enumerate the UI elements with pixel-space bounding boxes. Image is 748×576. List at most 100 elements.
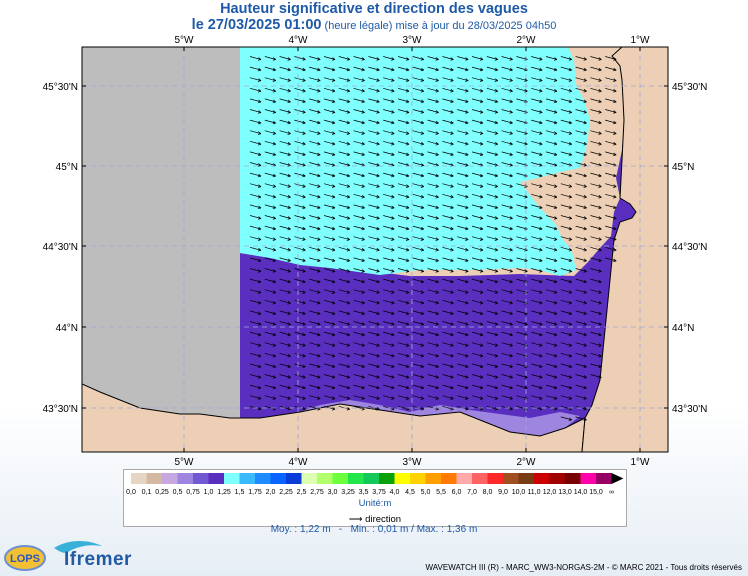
- direction-arrow: [531, 321, 543, 326]
- direction-arrow: [560, 257, 573, 263]
- direction-arrow: [560, 140, 573, 146]
- direction-arrow: [486, 374, 499, 379]
- direction-arrow: [279, 77, 291, 82]
- direction-arrow: [368, 352, 380, 358]
- direction-arrow: [575, 321, 587, 326]
- direction-arrow: [249, 98, 262, 104]
- direction-arrow: [294, 299, 306, 305]
- color-legend: 0,0 0,1 0,25 0,5 0,75 1,0 1,25 1,5 1,75 2,0 2,25 2,…: [123, 469, 627, 527]
- direction-arrow: [338, 130, 351, 135]
- land-south: [82, 383, 586, 452]
- color-scale-cell: [286, 473, 302, 484]
- direction-arrow: [353, 119, 365, 125]
- direction-arrow: [264, 278, 277, 284]
- direction-arrow: [353, 299, 365, 305]
- direction-arrow: [383, 98, 395, 104]
- color-scale-value: ∞: [609, 489, 614, 496]
- direction-arrow: [531, 257, 543, 263]
- longitude-label: 5°W: [175, 457, 195, 468]
- direction-arrow: [560, 384, 573, 390]
- direction-arrow: [279, 268, 291, 273]
- direction-arrow: [383, 395, 395, 400]
- direction-arrow: [590, 87, 602, 93]
- direction-arrow: [486, 56, 499, 61]
- direction-arrow: [560, 119, 573, 125]
- direction-arrow: [264, 183, 277, 188]
- lops-logo-text: LOPS: [10, 553, 40, 565]
- direction-arrow: [412, 204, 425, 210]
- direction-arrow: [368, 183, 380, 188]
- lops-logo: LOPS: [4, 545, 46, 571]
- direction-arrow: [249, 246, 262, 252]
- direction-arrow: [590, 236, 602, 241]
- direction-arrow: [486, 363, 499, 369]
- direction-arrow: [457, 342, 469, 347]
- direction-arrow: [383, 278, 395, 284]
- color-scale-value: 7,0: [467, 489, 477, 496]
- direction-arrow: [249, 77, 262, 82]
- direction-arrow: [605, 246, 617, 252]
- direction-arrow: [294, 310, 306, 316]
- direction-arrow: [560, 109, 573, 114]
- update-note: (heure légale) mise à jour du 28/03/2025…: [324, 20, 557, 32]
- direction-arrow: [457, 109, 469, 114]
- direction-arrow: [353, 331, 365, 337]
- direction-arrow: [471, 278, 484, 284]
- direction-arrow: [412, 87, 425, 93]
- direction-arrow: [368, 87, 380, 93]
- direction-arrow: [575, 87, 587, 93]
- direction-arrow: [457, 236, 469, 241]
- direction-arrow: [279, 204, 291, 210]
- latitude-labels-right: 45°30'N 45°N 44°30'N 44°N 43°30'N: [664, 82, 707, 415]
- direction-arrow: [249, 215, 262, 220]
- direction-arrow: [323, 119, 336, 125]
- direction-arrow: [279, 236, 291, 241]
- direction-arrow: [249, 278, 262, 284]
- direction-arrow: [545, 77, 558, 82]
- direction-arrow: [560, 98, 573, 104]
- direction-arrow: [457, 384, 469, 390]
- direction-arrow: [471, 310, 484, 316]
- color-scale-cell: [193, 473, 209, 484]
- direction-arrow: [294, 215, 306, 220]
- direction-arrow: [279, 130, 291, 135]
- direction-arrow: [279, 278, 291, 284]
- direction-arrow: [323, 130, 336, 135]
- direction-arrow: [545, 56, 558, 61]
- direction-arrow: [575, 310, 587, 316]
- wave-band-1-25-1-5: [240, 47, 590, 276]
- color-scale-cell: [317, 473, 333, 484]
- direction-arrow: [531, 98, 543, 104]
- direction-arrow: [427, 151, 439, 157]
- direction-arrow: [279, 342, 291, 347]
- direction-arrow: [471, 204, 484, 210]
- direction-arrow: [457, 183, 469, 188]
- direction-arrow: [383, 257, 395, 263]
- direction-arrow: [294, 268, 306, 273]
- direction-arrow: [575, 183, 587, 188]
- direction-arrow: [383, 363, 395, 369]
- direction-arrow: [501, 87, 513, 93]
- direction-arrow: [471, 172, 484, 178]
- direction-arrow: [575, 109, 587, 114]
- direction-arrow: [560, 374, 573, 379]
- direction-arrow: [383, 183, 395, 188]
- direction-arrow: [531, 374, 543, 379]
- direction-arrow: [605, 151, 617, 157]
- direction-arrow: [457, 363, 469, 369]
- direction-arrow: [383, 384, 395, 390]
- direction-arrow: [605, 66, 617, 72]
- direction-arrow: [531, 77, 543, 82]
- direction-arrow: [338, 299, 351, 305]
- direction-arrow: [294, 140, 306, 146]
- color-scale-cell: [456, 473, 472, 484]
- direction-arrow: [545, 342, 558, 347]
- direction-arrow: [575, 204, 587, 210]
- direction-arrow: [353, 342, 365, 347]
- direction-arrow: [383, 109, 395, 114]
- direction-arrow: [338, 321, 351, 326]
- direction-arrow: [397, 289, 410, 294]
- direction-arrow: [590, 246, 602, 252]
- color-scale-cell: [410, 473, 426, 484]
- latitude-label: 43°30'N: [43, 404, 78, 415]
